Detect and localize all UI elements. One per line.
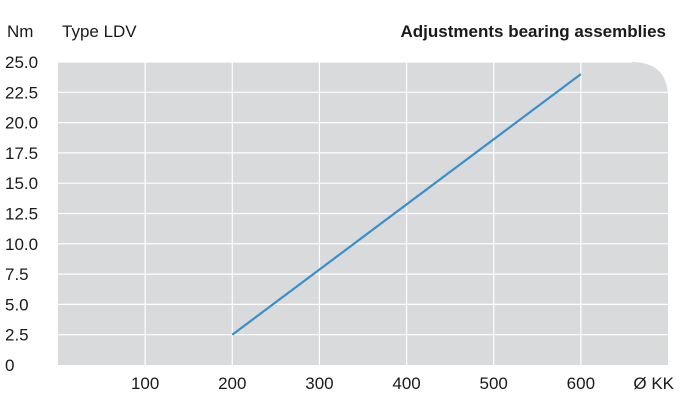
x-tick-label: 100 <box>131 374 159 393</box>
y-tick-label: 0 <box>5 356 14 375</box>
x-tick-label: 300 <box>305 374 333 393</box>
y-tick-label: 15.0 <box>5 174 38 193</box>
y-tick-label: 25.0 <box>5 53 38 72</box>
y-tick-label: 7.5 <box>5 265 29 284</box>
y-tick-label: 2.5 <box>5 326 29 345</box>
y-tick-label: 12.5 <box>5 205 38 224</box>
chart-title: Adjustments bearing assemblies <box>400 22 666 41</box>
series-label: Type LDV <box>62 22 137 41</box>
y-axis-unit: Nm <box>7 22 34 41</box>
y-tick-label: 17.5 <box>5 144 38 163</box>
x-tick-label: 500 <box>480 374 508 393</box>
x-tick-label: 400 <box>392 374 420 393</box>
x-axis-label: Ø KK <box>633 374 674 393</box>
y-tick-label: 10.0 <box>5 235 38 254</box>
y-tick-label: 20.0 <box>5 114 38 133</box>
x-tick-label: 600 <box>567 374 595 393</box>
series-line <box>231 73 582 336</box>
y-tick-label: 22.5 <box>5 83 38 102</box>
y-tick-label: 5.0 <box>5 295 29 314</box>
x-tick-label: 200 <box>218 374 246 393</box>
